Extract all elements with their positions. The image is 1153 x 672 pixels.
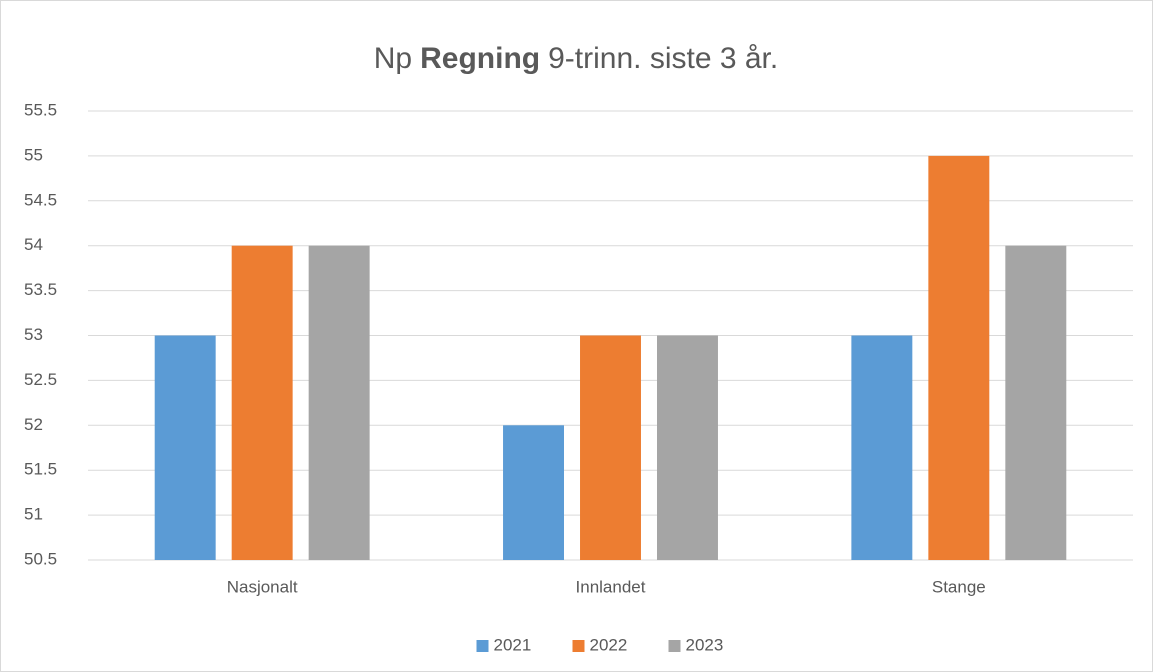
y-tick-label: 54 [24, 235, 43, 254]
bar [851, 335, 913, 560]
bar [1005, 245, 1067, 560]
y-tick-label: 51.5 [24, 460, 57, 479]
y-tick-label: 53 [24, 325, 43, 344]
y-tick-label: 55 [24, 145, 43, 164]
y-tick-label: 50.5 [24, 549, 57, 568]
legend-label: 2021 [494, 635, 532, 654]
y-tick-label: 53.5 [24, 280, 57, 299]
legend-label: 2022 [590, 635, 628, 654]
x-tick-label: Innlandet [576, 577, 646, 596]
bar [503, 425, 564, 560]
chart-title: Np Regning 9-trinn. siste 3 år. [374, 42, 778, 75]
x-tick-label: Stange [932, 577, 986, 596]
bar [580, 335, 641, 560]
title-part: Np [374, 42, 412, 75]
title-part: Regning [420, 42, 540, 75]
y-tick-label: 54.5 [24, 190, 57, 209]
bar [928, 155, 990, 560]
bar [308, 245, 370, 560]
legend-swatch [572, 640, 585, 652]
legend-swatch [668, 640, 681, 652]
bar [657, 335, 718, 560]
bar [154, 335, 216, 560]
y-tick-label: 52.5 [24, 370, 57, 389]
legend-label: 2023 [686, 635, 724, 654]
y-tick-label: 52 [24, 415, 43, 434]
legend-swatch [476, 640, 489, 652]
y-tick-label: 51 [24, 505, 43, 524]
y-tick-label: 55.5 [24, 100, 57, 119]
title-part: 9-trinn. siste 3 år. [548, 42, 778, 75]
bar [231, 245, 293, 560]
x-tick-label: Nasjonalt [227, 577, 298, 596]
